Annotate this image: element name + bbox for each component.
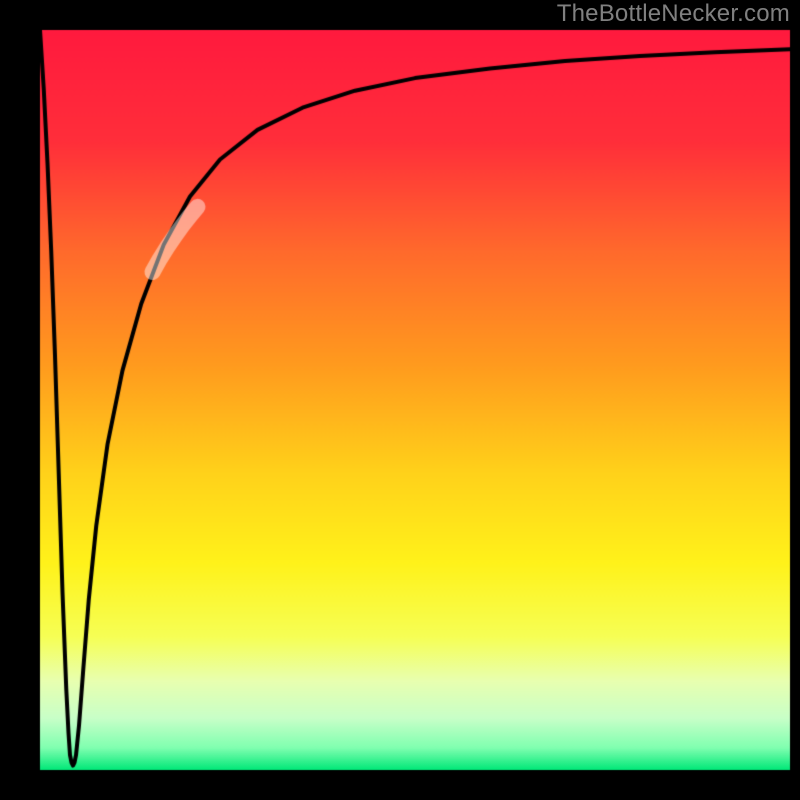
watermark-text: TheBottleNecker.com	[557, 0, 790, 28]
bottleneck-chart	[0, 0, 800, 800]
